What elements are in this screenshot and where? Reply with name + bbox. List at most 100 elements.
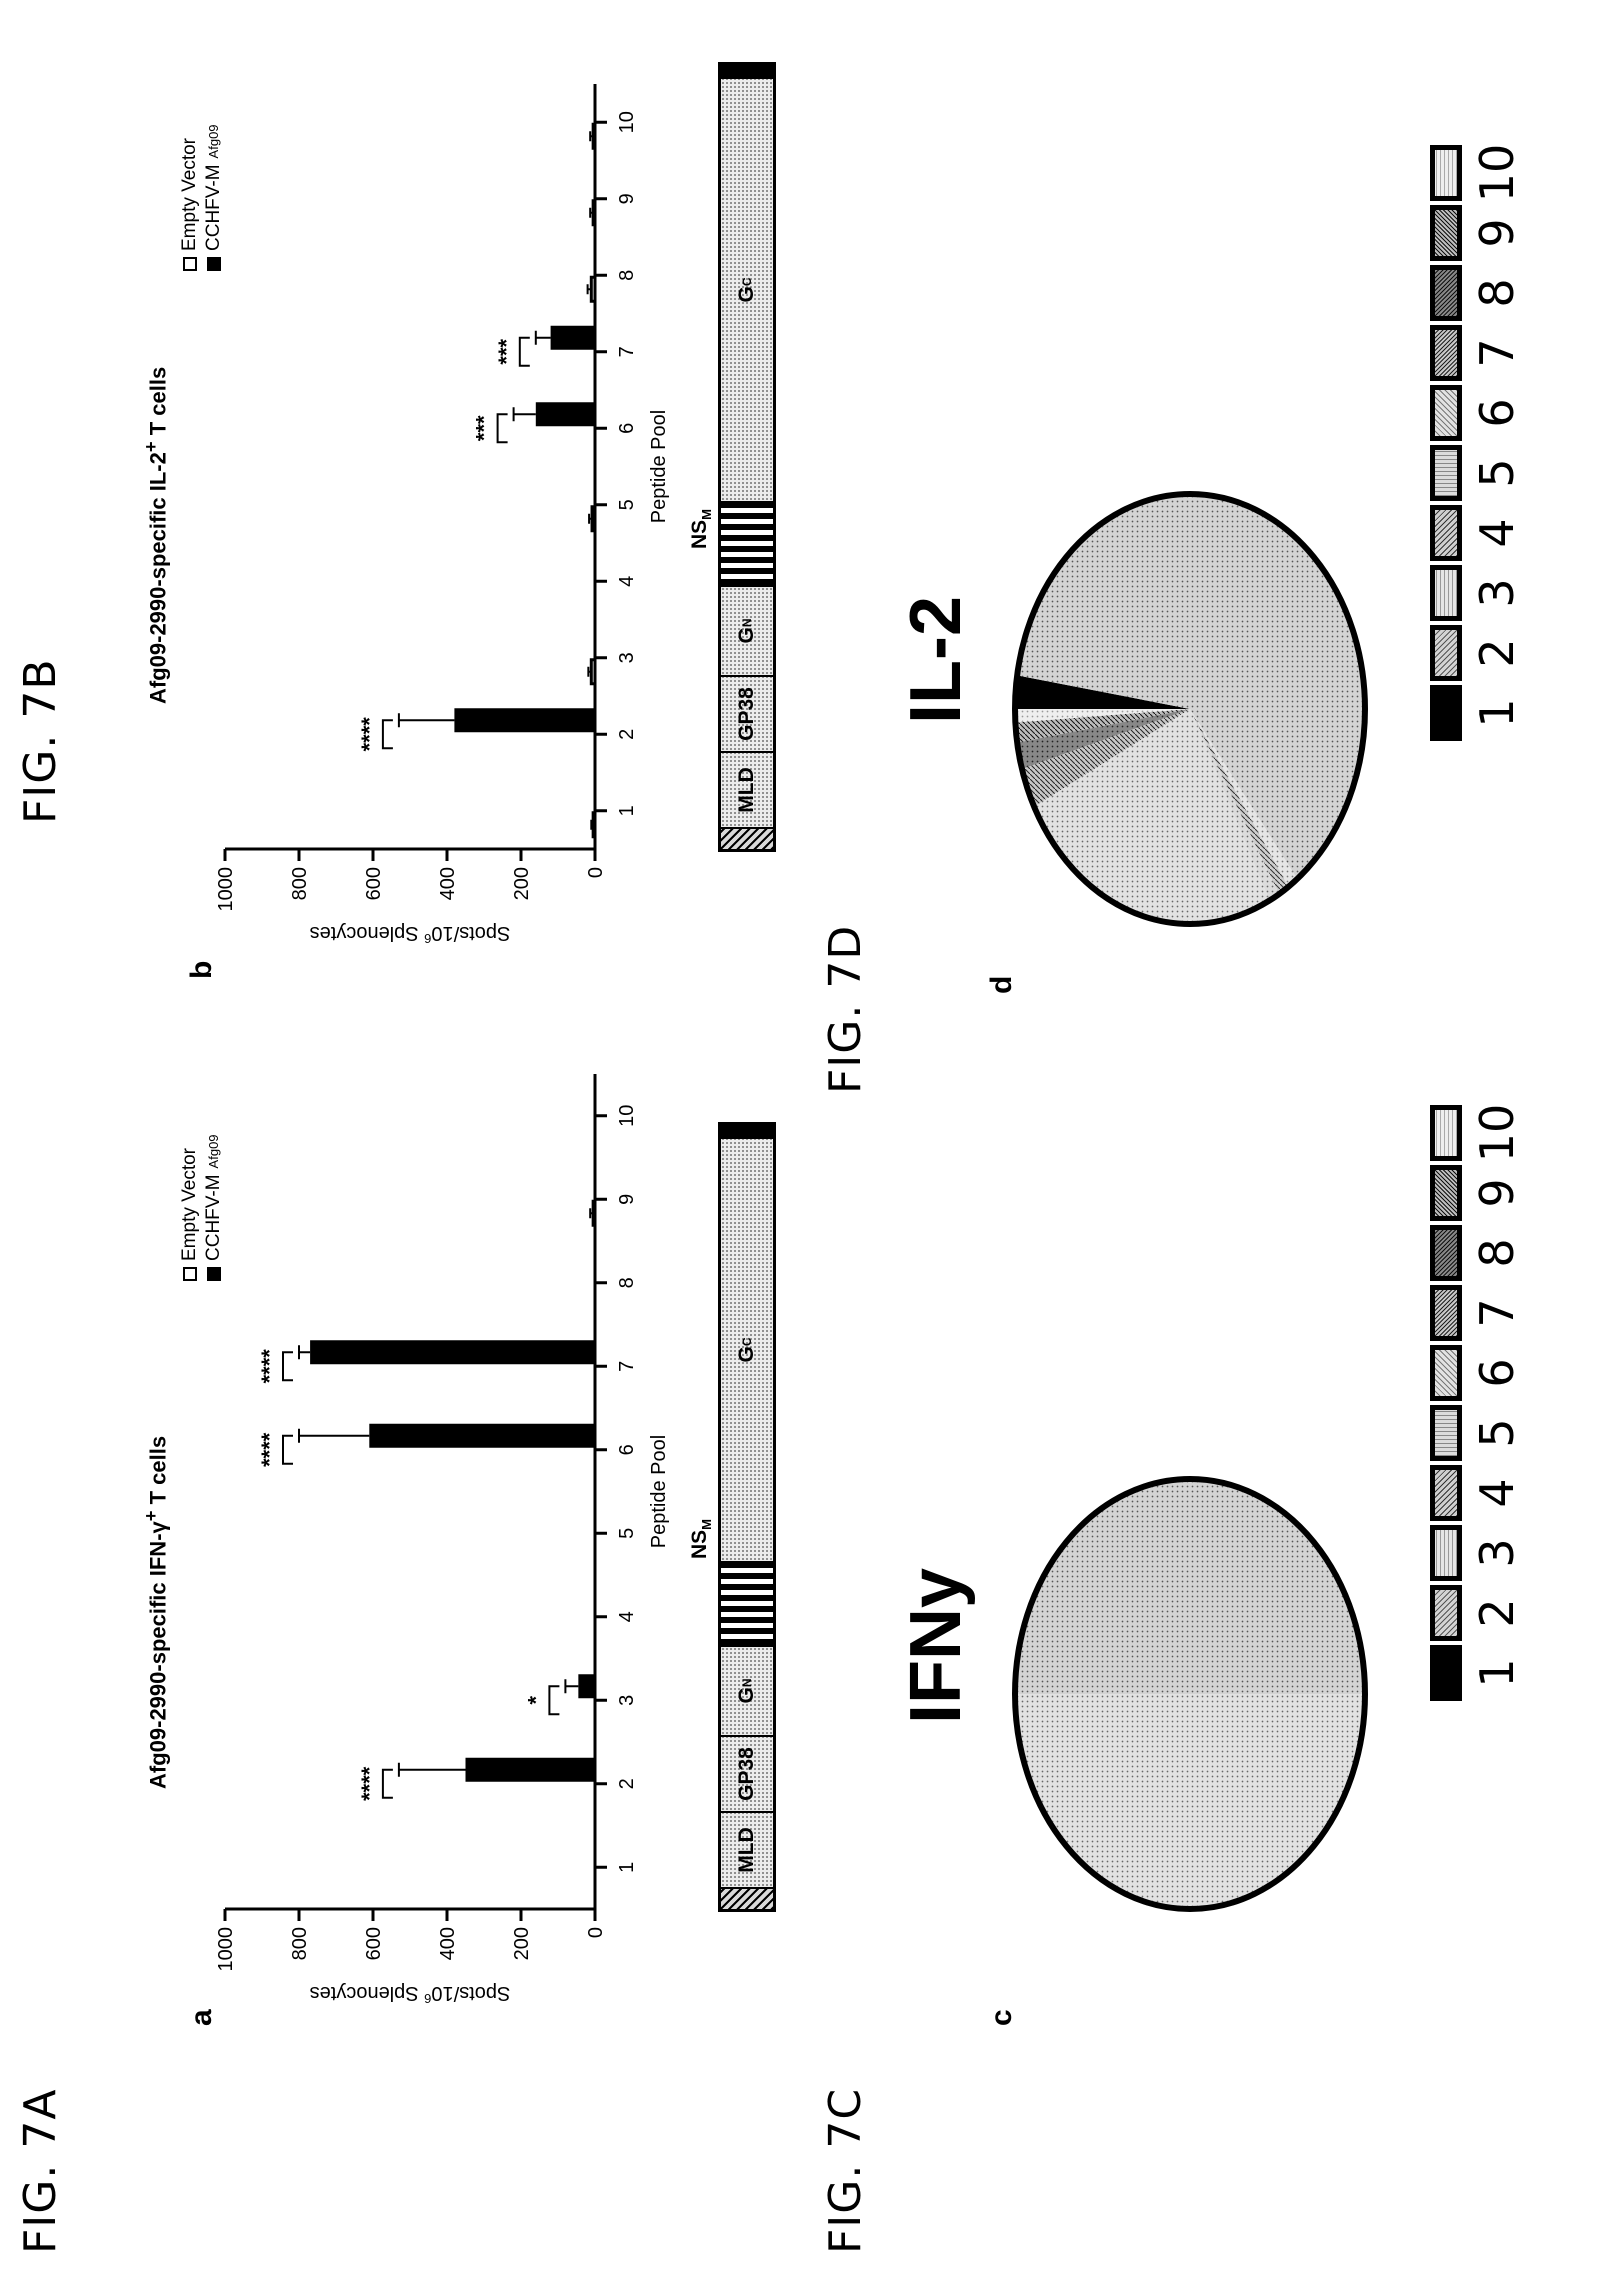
fig-7b-label: FIG. 7B [15,658,66,824]
pie-legend-item-6: 6 [1430,1342,1524,1404]
pie-legend-item-9: 9 [1430,1162,1524,1224]
x-tick-label: 9 [616,193,638,204]
significance-bracket [381,1768,393,1799]
pie-slice-2 [1017,494,1365,879]
pie-legend-label: 10 [1470,143,1524,203]
pie-legend-item-2: 2 [1430,622,1524,684]
pie-legend-item-3: 3 [1430,562,1524,624]
panel-letter-c: c [985,2009,1018,2026]
y-tick-label: 1000 [215,867,237,912]
y-tick-label: 400 [437,1927,459,1960]
pie-legend-label: 8 [1470,278,1524,308]
pie-legend-swatch [1430,1105,1462,1161]
pie-legend-label: 9 [1470,1178,1524,1208]
y-tick-label: 200 [511,867,533,900]
pie-legend-swatch [1430,145,1462,201]
x-tick-label: 8 [616,270,638,281]
pie-slice-7 [1021,709,1190,807]
legend-swatch-filled [207,1267,221,1281]
domain-nsm [721,1561,773,1645]
x-tick-label: 4 [616,1611,638,1622]
pie-legend-label: 7 [1470,1298,1524,1328]
y-axis-label: Spots/106 Splenocytes [310,922,511,946]
panel-letter-b: b [185,960,218,979]
y-axis-label-sup: 6 [424,1991,431,2006]
pie-slice-4 [1190,709,1289,895]
x-tick-label: 5 [616,1528,638,1539]
legend-swatch-open [183,257,197,271]
y-axis-label-part: Splenocytes [310,922,425,944]
pie-legend-label: 1 [1470,698,1524,728]
y-axis-label-sup: 6 [424,931,431,946]
x-tick-label: 6 [616,423,638,434]
pie-legend-item-1: 1 [1430,1642,1524,1704]
x-tick-label: 2 [616,729,638,740]
nsm-label-7b: NSM [688,508,715,549]
pie-legend-item-9: 9 [1430,202,1524,264]
pie-legend-label: 1 [1470,1658,1524,1688]
x-tick-label: 6 [616,1444,638,1455]
y-tick-label: 0 [585,867,607,878]
pie-legend-swatch [1430,565,1462,621]
pie-legend-swatch [1430,265,1462,321]
pie-legend-swatch [1430,205,1462,261]
bar-empty-vector [591,199,597,227]
x-tick-label: 7 [616,1361,638,1372]
pie-legend-swatch [1430,385,1462,441]
significance-bracket [381,719,393,750]
pie-legend-label: 3 [1470,1538,1524,1568]
fig-7d-label: FIG. 7D [820,924,871,1094]
pie-legend-label: 8 [1470,1238,1524,1268]
significance-stars: **** [357,717,382,752]
x-tick-label: 8 [616,1277,638,1288]
pie-legend-label: 2 [1470,638,1524,668]
domain-nsm [721,501,773,585]
pie-legend-swatch [1430,1645,1462,1701]
bar-cchfv [550,325,596,350]
x-tick-label: 10 [616,1105,638,1127]
domain-gp38: GP38 [721,1735,773,1811]
domain-mld: MLD [721,1811,773,1887]
x-tick-label: 4 [616,576,638,587]
x-tick-label: 7 [616,346,638,357]
chart-7b-title: Afg09-2990-specific IL-2+ T cells [140,366,171,704]
y-tick-label: 400 [437,867,459,900]
pie-legend-swatch [1430,625,1462,681]
pie-slice-8 [1017,709,1190,769]
pie-legend-label: 7 [1470,338,1524,368]
pie-outline [1012,491,1368,927]
legend-7a: Empty Vector CCHFV-M Afg09 [178,1134,226,1281]
pie-legend-item-8: 8 [1430,262,1524,324]
pie-legend-item-7: 7 [1430,322,1524,384]
x-tick-label: 5 [616,499,638,510]
pie-legend-item-10: 10 [1430,142,1524,204]
pie-7d-title: IL-2 [896,595,976,724]
pie-legend-swatch [1430,1525,1462,1581]
pie-legend-item-7: 7 [1430,1282,1524,1344]
pie-slice-6 [1015,1694,1365,1909]
pie-slice-2 [1015,1479,1365,1694]
y-tick-label: 800 [289,867,311,900]
y-tick-label: 0 [585,1927,607,1938]
pie-legend-label: 2 [1470,1598,1524,1628]
x-tick-label: 10 [616,111,638,133]
x-tick-label: 3 [616,652,638,663]
x-tick-label: 2 [616,1778,638,1789]
bar-empty-vector [589,275,597,303]
pie-legend-label: 4 [1470,518,1524,548]
domain-signal-peptide [721,827,773,849]
significance-bracket [282,1351,293,1382]
y-tick-label: 800 [289,1927,311,1960]
significance-stars: **** [357,1766,382,1801]
panel-letter-d: d [985,975,1018,994]
pie-7c-title: IFNy [896,1567,976,1724]
chart-7a-title: Afg09-2990-specific IFN-γ+ T cells [140,1435,171,1789]
significance-stars: * [523,1696,548,1705]
pie-legend-item-10: 10 [1430,1102,1524,1164]
pie-legend-swatch [1430,1345,1462,1401]
